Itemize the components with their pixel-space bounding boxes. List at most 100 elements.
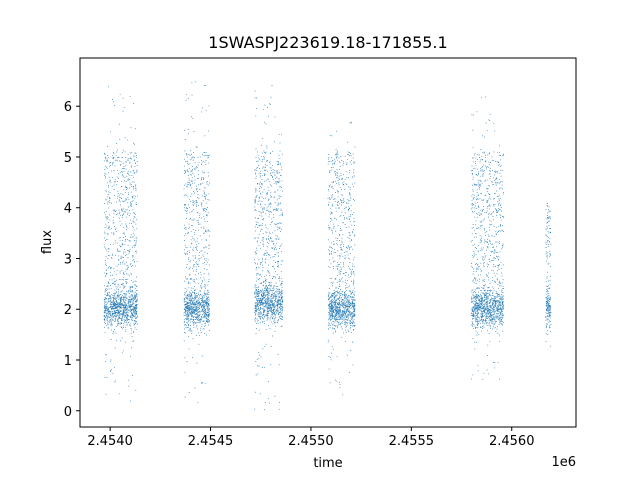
flux-point (346, 322, 347, 323)
flux-point (191, 236, 193, 238)
flux-point (204, 232, 205, 234)
flux-point (109, 300, 111, 302)
flux-point (272, 313, 274, 314)
flux-point (130, 204, 132, 206)
flux-point (273, 299, 275, 301)
flux-point (124, 286, 126, 287)
flux-point (190, 299, 192, 301)
flux-point (274, 116, 276, 118)
flux-point (189, 226, 191, 228)
flux-point (185, 169, 187, 171)
flux-point (130, 265, 132, 267)
flux-point (130, 309, 132, 311)
flux-point (340, 199, 342, 201)
flux-point (278, 260, 279, 262)
flux-point (135, 223, 137, 225)
flux-point (202, 297, 204, 299)
flux-point (274, 173, 276, 175)
flux-point (346, 246, 348, 248)
flux-point (105, 199, 107, 201)
flux-point (201, 179, 203, 181)
flux-point (350, 308, 352, 310)
flux-point (197, 317, 199, 319)
flux-point (188, 315, 190, 317)
flux-point (204, 207, 206, 209)
flux-point (202, 303, 204, 305)
flux-point (104, 304, 106, 306)
flux-point (184, 139, 186, 140)
flux-point (129, 212, 131, 214)
flux-point (329, 315, 331, 317)
flux-point (353, 310, 355, 312)
flux-point (340, 298, 342, 300)
flux-point (259, 322, 261, 324)
flux-point (257, 307, 259, 309)
flux-point (255, 263, 256, 265)
flux-point (120, 262, 122, 263)
flux-point (261, 260, 263, 262)
flux-point (192, 302, 193, 304)
flux-point (265, 152, 267, 154)
flux-point (117, 249, 119, 251)
flux-point (353, 315, 354, 317)
flux-point (352, 229, 354, 231)
flux-point (262, 219, 264, 221)
flux-point (195, 202, 197, 204)
flux-point (136, 307, 138, 309)
flux-point (115, 326, 117, 328)
flux-point (114, 320, 116, 322)
flux-point (329, 213, 331, 215)
flux-point (261, 298, 263, 300)
flux-point (201, 301, 203, 303)
flux-point (276, 210, 278, 212)
flux-point (337, 317, 339, 319)
flux-point (281, 302, 283, 304)
flux-point (127, 244, 129, 246)
flux-point (104, 275, 106, 277)
flux-point (339, 165, 341, 167)
flux-point (107, 267, 109, 269)
flux-point (254, 202, 256, 204)
flux-point (328, 185, 330, 187)
flux-point (327, 163, 329, 165)
flux-point (132, 226, 134, 228)
flux-point (184, 314, 186, 316)
flux-point (337, 313, 339, 314)
flux-point (136, 286, 138, 287)
flux-point (354, 306, 356, 308)
flux-point (107, 286, 109, 287)
flux-point (194, 308, 196, 310)
flux-point (339, 316, 341, 317)
flux-point (192, 301, 194, 303)
flux-point (185, 324, 187, 326)
flux-point (338, 184, 340, 186)
flux-point (338, 279, 340, 281)
flux-point (130, 299, 132, 301)
flux-point (104, 289, 106, 290)
flux-point (260, 247, 262, 249)
flux-point (193, 317, 195, 319)
flux-point (279, 311, 281, 313)
flux-point (334, 306, 336, 308)
flux-point (336, 309, 338, 311)
flux-point (204, 187, 206, 189)
flux-point (352, 341, 354, 343)
flux-point (262, 285, 264, 287)
flux-point (339, 254, 341, 256)
flux-point (342, 299, 344, 301)
flux-point (352, 289, 354, 291)
flux-point (192, 249, 194, 251)
flux-point (207, 309, 209, 311)
flux-point (335, 331, 337, 333)
flux-point (189, 305, 191, 307)
flux-point (193, 218, 195, 220)
flux-point (279, 180, 281, 182)
flux-point (192, 313, 194, 315)
flux-point (123, 315, 125, 317)
flux-point (194, 318, 196, 320)
flux-point (347, 313, 349, 315)
flux-point (207, 130, 209, 132)
flux-point (134, 166, 136, 168)
flux-point (132, 302, 134, 304)
flux-point (112, 99, 113, 100)
